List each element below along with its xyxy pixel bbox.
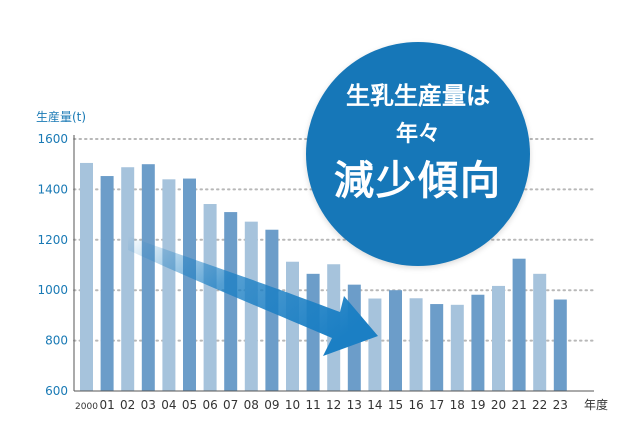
bar [183, 178, 196, 391]
bar [224, 212, 238, 391]
x-tick-label: 16 [408, 398, 423, 412]
bar [286, 261, 299, 391]
x-tick-label: 20 [491, 398, 506, 412]
bar [121, 167, 135, 391]
x-tick-label: 23 [553, 398, 568, 412]
x-tick-label: 12 [326, 398, 341, 412]
bar [368, 298, 382, 391]
x-tick-label: 09 [264, 398, 279, 412]
x-tick-label: 2000 [75, 402, 98, 412]
x-tick-label: 11 [305, 398, 320, 412]
bar [430, 304, 444, 391]
y-tick-label: 1200 [37, 233, 68, 247]
x-tick-label: 03 [141, 398, 156, 412]
y-tick-label: 800 [45, 334, 68, 348]
x-tick-label: 02 [120, 398, 135, 412]
x-tick-label: 05 [182, 398, 197, 412]
x-tick-label: 13 [347, 398, 362, 412]
x-tick-label: 06 [202, 398, 217, 412]
bar [306, 273, 320, 391]
bar [512, 258, 526, 391]
x-tick-label: 19 [470, 398, 485, 412]
x-tick-label: 21 [511, 398, 526, 412]
badge-line-3: 減少傾向 [334, 157, 502, 204]
y-axis-title: 生産量(t) [36, 109, 86, 124]
bar [409, 298, 423, 391]
headline-badge: 生乳生産量は 年々 減少傾向 [306, 42, 530, 266]
bar [141, 164, 155, 391]
y-tick-label: 1400 [37, 182, 68, 196]
bar [533, 273, 547, 391]
y-tick-label: 1000 [37, 283, 68, 297]
bar [100, 176, 114, 391]
bar [553, 299, 567, 391]
y-tick-label: 600 [45, 384, 68, 398]
x-tick-label: 01 [99, 398, 114, 412]
x-tick-label: 08 [244, 398, 259, 412]
bar [471, 294, 485, 391]
bar [389, 290, 402, 391]
badge-line-1: 生乳生産量は [346, 81, 490, 110]
bar [492, 285, 505, 391]
bar [80, 162, 93, 391]
trend-arrow [128, 236, 378, 356]
x-tick-label: 10 [285, 398, 300, 412]
x-tick-label: 07 [223, 398, 238, 412]
x-tick-label: 22 [532, 398, 547, 412]
bar [450, 304, 464, 391]
x-tick-label: 17 [429, 398, 444, 412]
x-tick-label: 14 [367, 398, 382, 412]
x-tick-label: 18 [450, 398, 465, 412]
x-tick-label: 04 [161, 398, 176, 412]
x-axis-unit: 年度 [584, 397, 608, 412]
x-tick-label: 15 [388, 398, 403, 412]
y-tick-label: 1600 [37, 132, 68, 146]
bar [244, 221, 258, 391]
bar [203, 204, 217, 391]
badge-line-2: 年々 [395, 121, 440, 147]
bar [162, 179, 176, 391]
